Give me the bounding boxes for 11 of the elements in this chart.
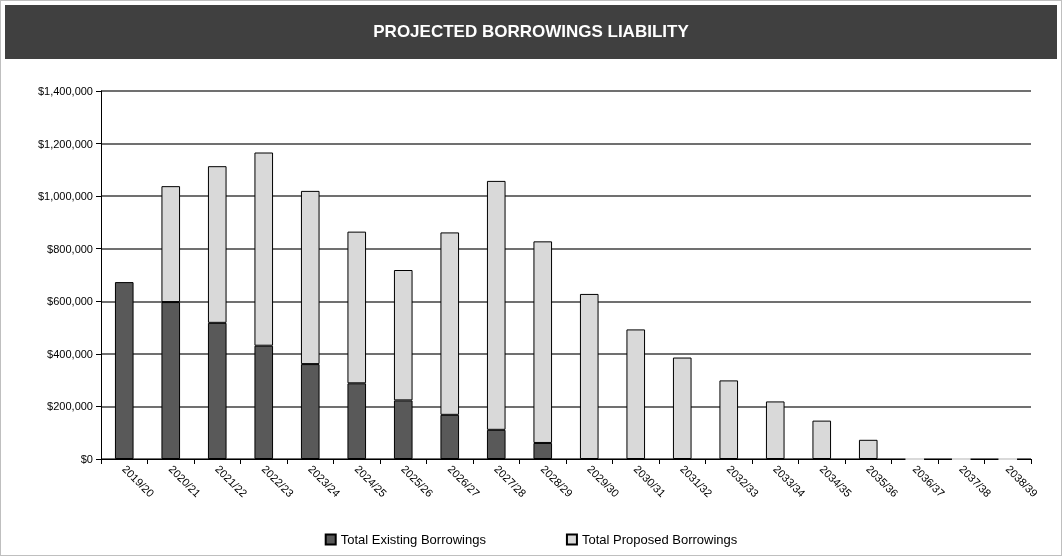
y-tick-label: $1,200,000 <box>37 137 93 150</box>
legend-label: Total Proposed Borrowings <box>581 532 738 547</box>
y-tick-label: $1,000,000 <box>37 190 93 203</box>
legend-label: Total Existing Borrowings <box>340 532 487 547</box>
chart-title: PROJECTED BORROWINGS LIABILITY <box>5 5 1057 59</box>
y-tick-label: $200,000 <box>47 400 93 413</box>
y-tick-label: $1,400,000 <box>37 85 93 97</box>
y-tick-label: $400,000 <box>47 347 93 360</box>
y-tick-label: $600,000 <box>47 295 93 308</box>
y-tick-label: $800,000 <box>47 242 93 255</box>
y-tick-label: $0 <box>80 453 93 465</box>
